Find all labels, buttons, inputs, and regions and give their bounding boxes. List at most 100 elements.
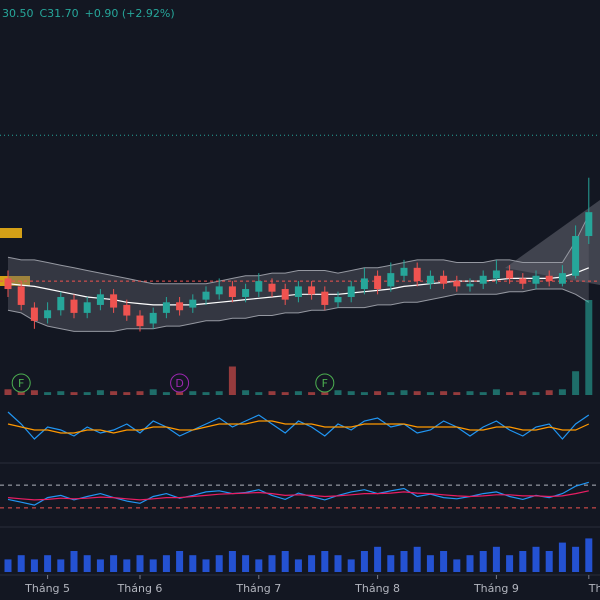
band-area bbox=[8, 214, 589, 332]
candle-body bbox=[400, 267, 408, 276]
candle-body bbox=[96, 294, 104, 305]
flow-bar bbox=[413, 546, 421, 572]
candle-body bbox=[44, 310, 52, 319]
event-label: D bbox=[175, 377, 183, 390]
volume-bar bbox=[519, 391, 527, 395]
candle-body bbox=[466, 283, 474, 287]
flow-bar bbox=[479, 551, 487, 572]
volume-bar bbox=[215, 391, 223, 395]
event-marker bbox=[315, 373, 335, 393]
candle-body bbox=[228, 286, 236, 297]
volume-bar bbox=[294, 391, 302, 395]
flow-bar bbox=[242, 555, 250, 572]
flow-bar bbox=[387, 555, 395, 572]
volume-bar bbox=[506, 392, 514, 395]
price-tag bbox=[0, 228, 22, 238]
candle-body bbox=[426, 275, 434, 284]
volume-bar bbox=[321, 392, 329, 395]
candle-body bbox=[57, 296, 65, 311]
candle-body bbox=[215, 286, 223, 295]
candle-body bbox=[149, 312, 157, 324]
flow-bar bbox=[136, 555, 144, 572]
x-tick-label: Tháng 5 bbox=[24, 582, 70, 595]
indicator-line bbox=[7, 411, 590, 440]
volume-bar bbox=[228, 366, 236, 395]
candle-body bbox=[374, 275, 382, 290]
flow-bar bbox=[400, 551, 408, 572]
flow-bar bbox=[321, 551, 329, 572]
volume-bar bbox=[334, 390, 342, 395]
flow-bar bbox=[44, 555, 52, 572]
event-label: F bbox=[18, 377, 24, 390]
candle-body bbox=[70, 299, 78, 313]
candle-body bbox=[123, 304, 131, 316]
flow-bar bbox=[360, 551, 368, 572]
header-text: 30.50 bbox=[2, 7, 34, 20]
x-tick-label: Th bbox=[588, 582, 600, 595]
header-text: C31.70 bbox=[40, 7, 79, 20]
candle-body bbox=[136, 315, 144, 327]
candle-body bbox=[532, 275, 540, 284]
flow-bar bbox=[492, 546, 500, 572]
candle-body bbox=[572, 236, 580, 276]
candle-body bbox=[202, 291, 210, 300]
flow-bar bbox=[545, 551, 553, 572]
band-line bbox=[7, 214, 590, 285]
volume-bar bbox=[268, 391, 276, 395]
flow-bar bbox=[347, 559, 355, 572]
volume-bar bbox=[360, 392, 368, 395]
candle-body bbox=[545, 275, 553, 282]
flow-bar bbox=[17, 555, 25, 572]
volume-bar bbox=[413, 391, 421, 395]
x-tick-label: Tháng 7 bbox=[235, 582, 281, 595]
volume-bar bbox=[492, 389, 500, 395]
candle-body bbox=[558, 273, 566, 284]
volume-bar bbox=[57, 391, 65, 395]
indicator-line bbox=[7, 420, 590, 434]
flow-bar bbox=[374, 546, 382, 572]
x-tick-label: Tháng 6 bbox=[117, 582, 163, 595]
volume-bar bbox=[426, 392, 434, 395]
flow-bar bbox=[83, 555, 91, 572]
candle-body bbox=[506, 270, 514, 279]
indicator-line bbox=[7, 490, 589, 501]
volume-bar bbox=[123, 392, 131, 395]
flow-bar bbox=[506, 555, 514, 572]
flow-bar bbox=[70, 551, 78, 572]
event-marker bbox=[170, 373, 190, 393]
volume-bar bbox=[83, 392, 91, 395]
flow-bar bbox=[426, 555, 434, 572]
flow-bar bbox=[30, 559, 38, 572]
volume-bar bbox=[387, 392, 395, 395]
volume-bar bbox=[96, 390, 104, 395]
volume-bar bbox=[281, 392, 289, 395]
event-label: F bbox=[322, 377, 328, 390]
flow-bar bbox=[4, 559, 12, 572]
candle-body bbox=[360, 278, 368, 290]
flow-bar bbox=[440, 551, 448, 572]
flow-bar bbox=[519, 551, 527, 572]
band-line bbox=[7, 288, 590, 332]
flow-bar bbox=[572, 546, 580, 572]
flow-bar bbox=[453, 559, 461, 572]
flow-bar bbox=[176, 551, 184, 572]
flow-bar bbox=[585, 538, 593, 572]
volume-bar bbox=[176, 392, 184, 395]
flow-bar bbox=[202, 559, 210, 572]
volume-bar bbox=[44, 392, 52, 395]
candle-body bbox=[294, 286, 302, 297]
indicator-line bbox=[7, 481, 589, 506]
volume-bar bbox=[479, 392, 487, 395]
candle-body bbox=[413, 267, 421, 282]
flow-bar bbox=[149, 559, 157, 572]
volume-bar bbox=[149, 389, 157, 395]
event-marker bbox=[11, 373, 31, 393]
volume-bar bbox=[136, 391, 144, 395]
volume-bar bbox=[17, 391, 25, 395]
candle-body bbox=[321, 291, 329, 305]
flow-bar bbox=[215, 555, 223, 572]
x-tick-label: Tháng 8 bbox=[354, 582, 400, 595]
candle-body bbox=[281, 289, 289, 300]
